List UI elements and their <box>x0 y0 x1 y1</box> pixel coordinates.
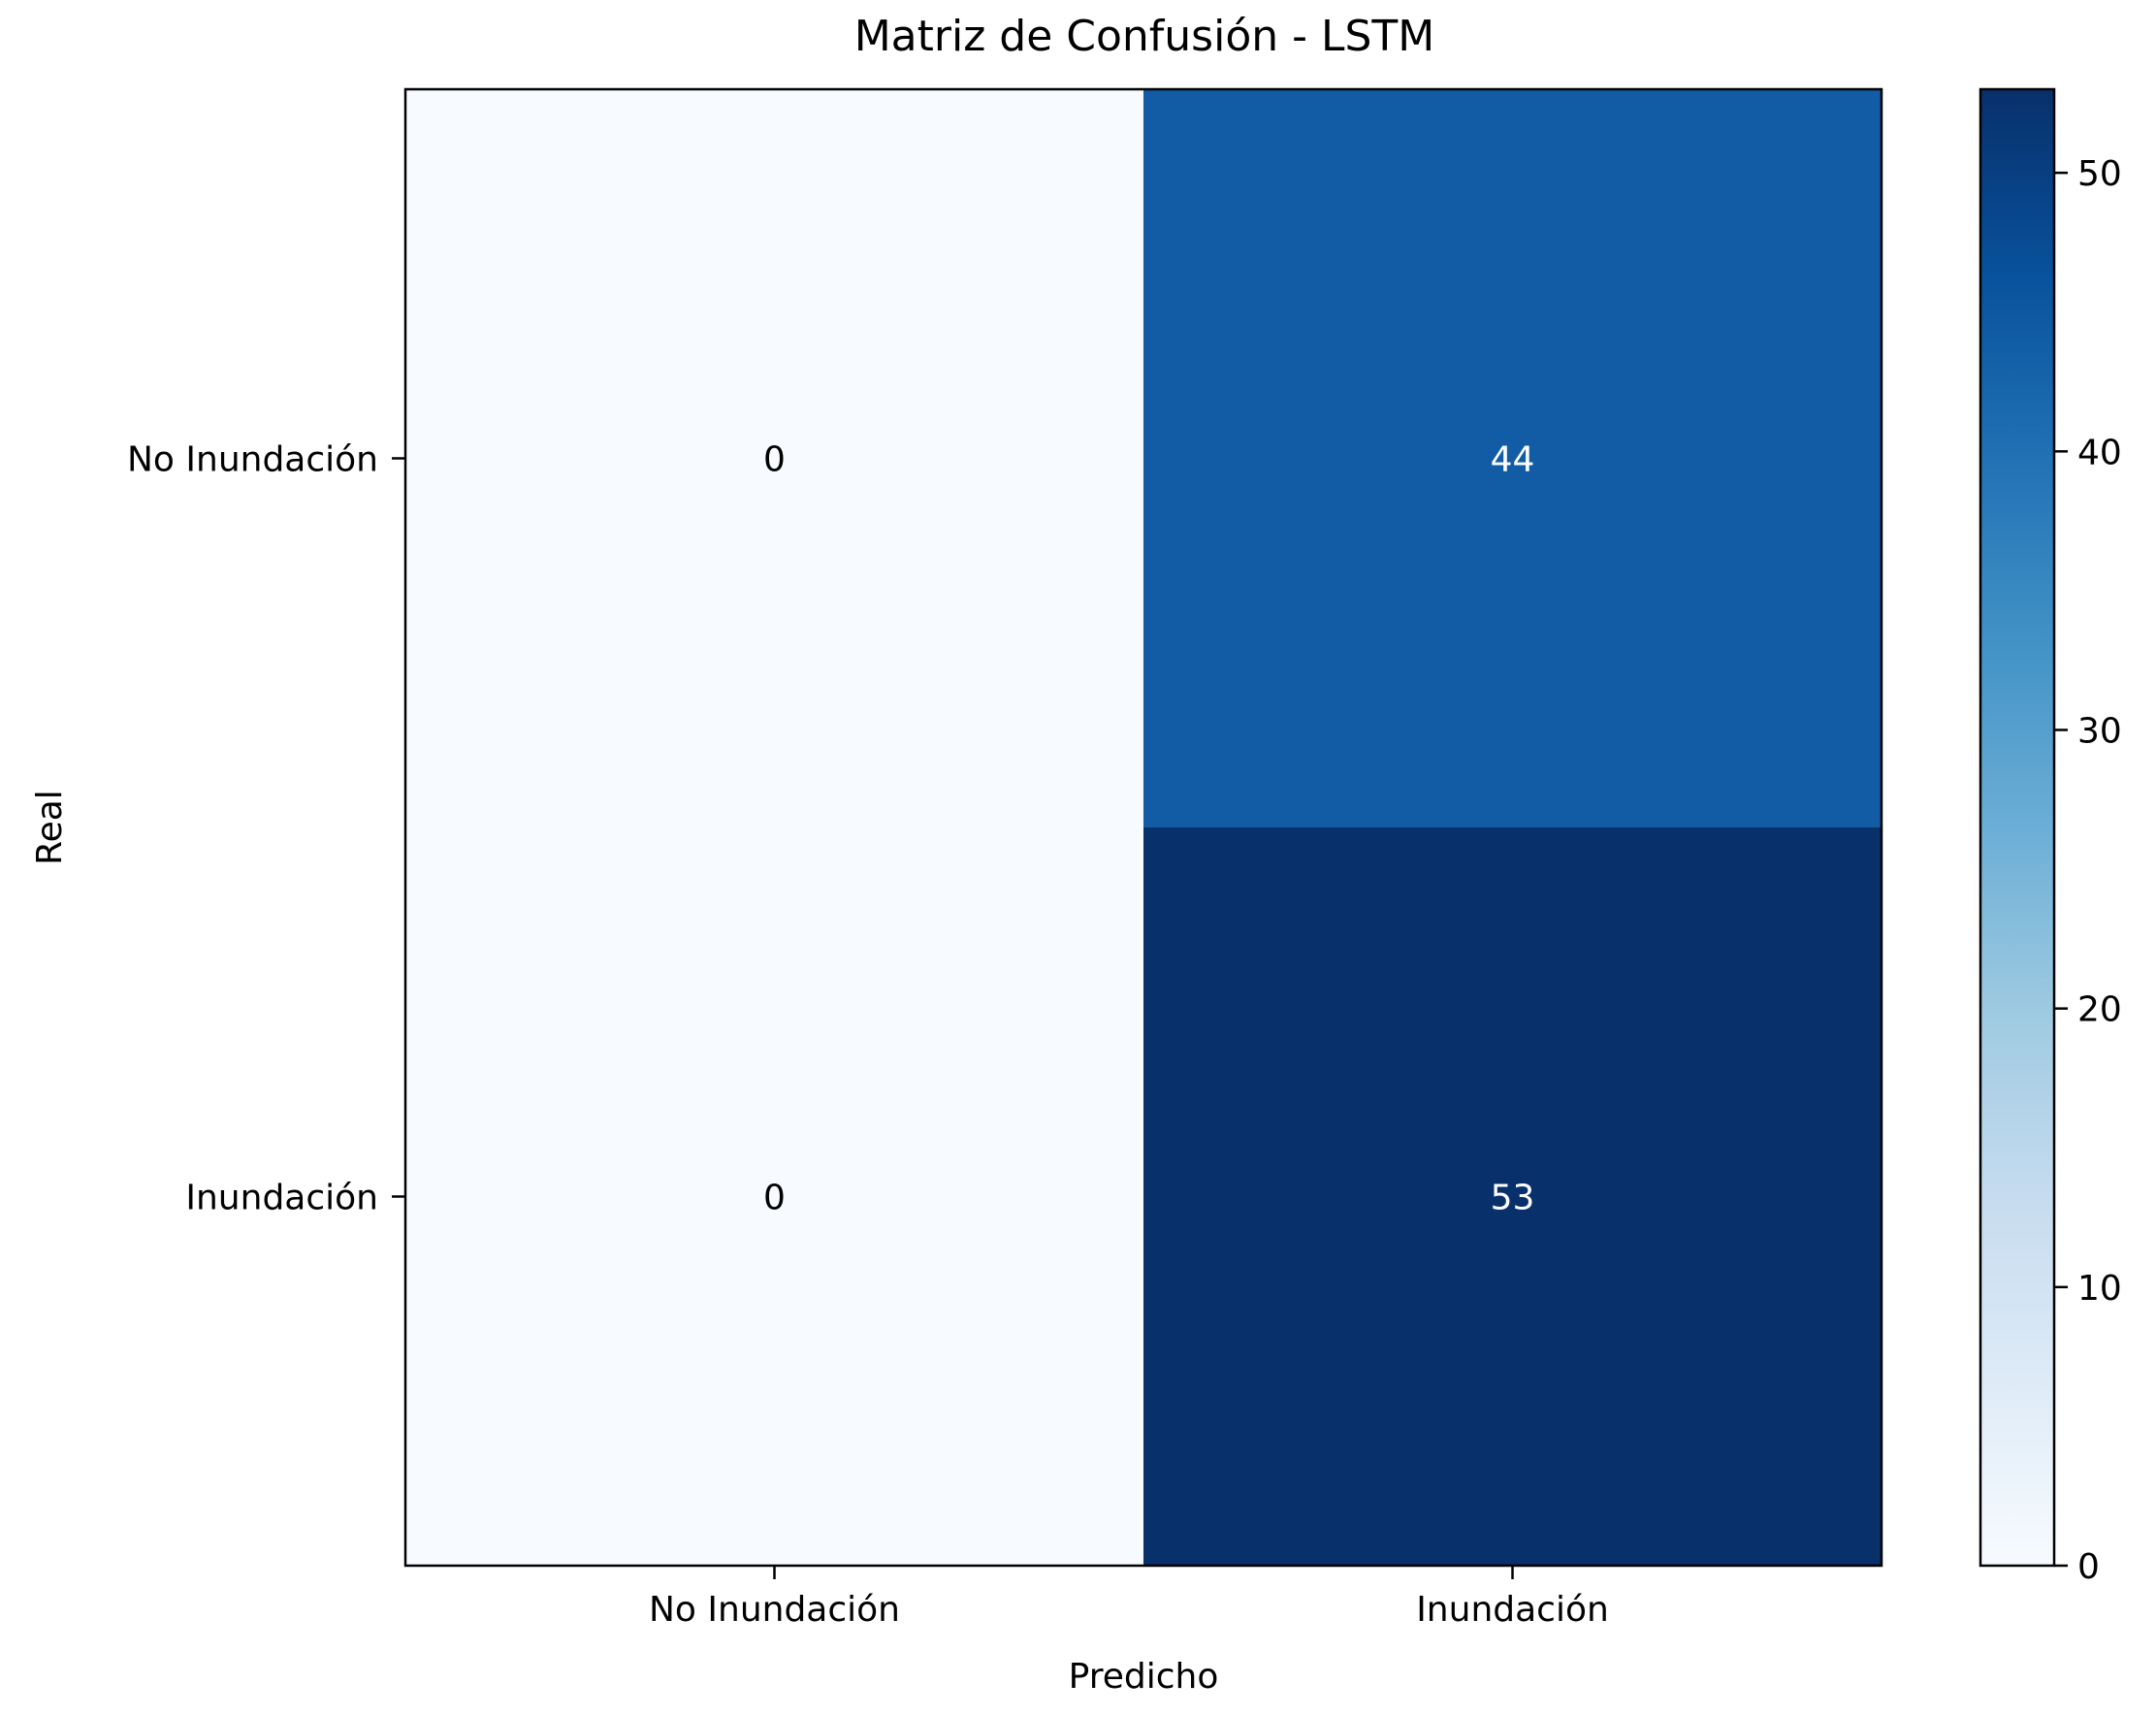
colorbar-tick-label: 50 <box>2077 154 2122 194</box>
y-tick-label: Inundación <box>185 1179 378 1218</box>
colorbar-tick-label: 10 <box>2077 1269 2122 1309</box>
colorbar-tick-label: 30 <box>2077 711 2122 751</box>
x-tick-label: Inundación <box>1416 1590 1609 1630</box>
heatmap-cell <box>1143 89 1882 828</box>
cell-value-label: 53 <box>1491 1179 1535 1218</box>
y-tick-label: No Inundación <box>127 440 378 480</box>
colorbar-tick-label: 40 <box>2077 433 2122 472</box>
y-axis-ticks: No Inundación Inundación <box>127 440 405 1218</box>
y-axis-label: Real <box>30 790 70 865</box>
colorbar-tick-label: 20 <box>2077 990 2122 1030</box>
cell-value-label: 44 <box>1491 440 1535 480</box>
chart-title: Matriz de Confusión - LSTM <box>854 12 1435 61</box>
colorbar-tick-label: 0 <box>2077 1547 2100 1587</box>
x-axis-label: Predicho <box>1069 1657 1219 1697</box>
colorbar <box>1979 87 2056 1568</box>
plot-frame <box>403 87 1883 1568</box>
cell-value-label: 0 <box>763 1179 786 1218</box>
colorbar-ticks: 0 10 20 30 40 50 <box>2054 154 2122 1587</box>
cell-value-label: 0 <box>763 440 786 480</box>
heatmap-cell <box>405 827 1144 1567</box>
x-tick-label: No Inundación <box>649 1590 900 1630</box>
x-axis-ticks: No Inundación Inundación <box>649 1566 1609 1630</box>
cell-value-labels: 0 44 0 53 <box>763 440 1534 1218</box>
heatmap-cells <box>405 89 1882 1567</box>
heatmap-cell <box>1143 827 1882 1567</box>
heatmap-cell <box>405 89 1144 828</box>
